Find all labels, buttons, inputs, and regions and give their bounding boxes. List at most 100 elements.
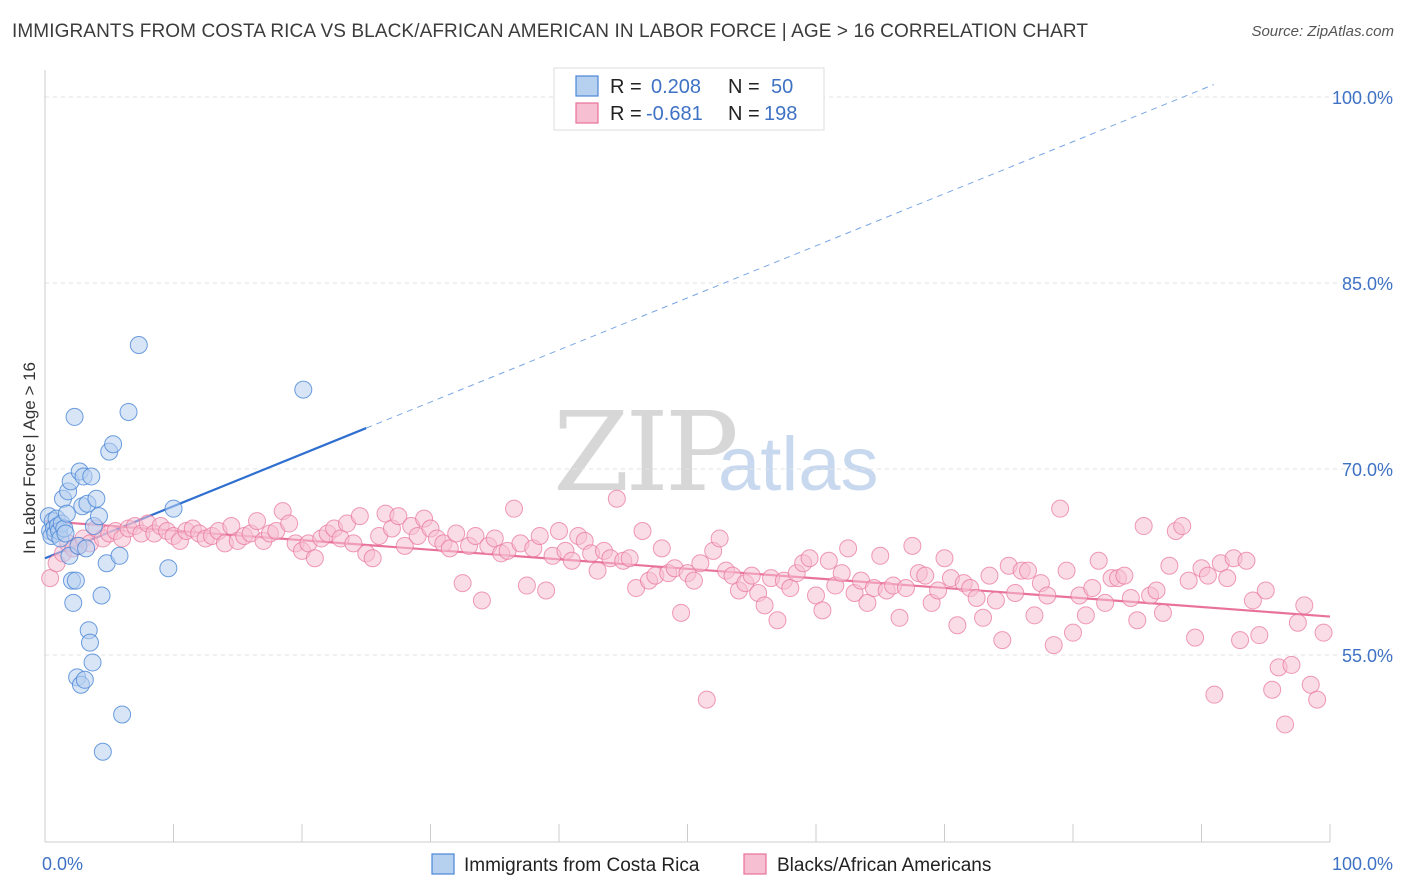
point-blacks [485,529,504,548]
point-blacks [1089,551,1108,570]
legend-r-value-1: 0.208 [651,76,701,98]
point-costa-rica [89,507,108,526]
trend-line-costa-rica-extension [366,84,1214,429]
point-costa-rica [65,407,84,426]
point-blacks [1263,680,1282,699]
point-costa-rica [110,546,129,565]
series-legend-label-blue: Immigrants from Costa Rica [464,855,700,876]
point-blacks [1301,675,1320,694]
series-legend-swatch-blue [431,853,455,875]
point-costa-rica [56,524,75,543]
point-blacks [871,546,890,565]
point-blacks [1083,579,1102,598]
point-blacks [1160,556,1179,575]
point-blacks [1173,517,1192,536]
legend-swatch-pink [575,102,599,124]
point-blacks [652,539,671,558]
point-blacks [1006,584,1025,602]
point-blacks [1205,685,1224,704]
y-tick-label: 100.0% [1332,88,1393,108]
series-legend-label-pink: Blacks/African Americans [777,855,991,876]
point-blacks [1250,626,1269,645]
point-blacks [517,576,536,595]
point-blacks [697,690,716,709]
point-blacks [1025,606,1044,625]
y-tick-label: 70.0% [1342,460,1393,480]
legend-r-label-2: R = [610,103,642,125]
legend-r-label-1: R = [610,76,642,98]
series-legend: Immigrants from Costa Rica Blacks/Africa… [431,853,991,876]
point-blacks [1243,591,1262,610]
point-blacks [550,522,568,540]
point-blacks [691,554,710,573]
point-costa-rica [87,489,106,508]
point-blacks [537,581,556,600]
point-blacks [1295,596,1314,615]
point-blacks [672,603,691,622]
point-blacks [344,534,363,553]
point-costa-rica [82,467,101,486]
point-blacks [1076,606,1095,625]
point-blacks [1237,551,1256,570]
point-blacks [1044,636,1063,655]
point-costa-rica [113,705,132,724]
axes [44,70,1331,843]
point-blacks [562,551,581,570]
point-blacks [858,593,877,612]
point-blacks [1115,566,1134,585]
point-blacks [967,588,986,607]
point-blacks [305,549,324,568]
point-costa-rica [64,593,83,612]
legend-n-value-2: 198 [764,103,797,125]
point-costa-rica [80,633,99,652]
point-blacks [633,522,652,540]
stats-legend: R = 0.208 N = 50 R = -0.681 N = 198 [553,67,825,131]
point-blacks [832,564,851,583]
point-blacks [1256,581,1275,600]
legend-n-label-1: N = [728,76,760,98]
point-blacks [1198,566,1217,585]
point-blacks [1231,631,1250,650]
point-blacks [1147,581,1166,600]
point-blacks [222,517,241,536]
point-blacks [710,529,729,548]
point-blacks [1276,715,1295,734]
point-blacks [1186,628,1205,647]
point-blacks [993,631,1012,650]
series-legend-swatch-pink [743,853,767,875]
series-blacks-points [41,489,1333,734]
point-blacks [1019,561,1038,580]
point-blacks [1057,561,1076,580]
point-blacks [447,524,466,543]
point-costa-rica [119,402,138,421]
y-axis-label: In Labor Force | Age > 16 [20,362,39,554]
y-tick-label: 85.0% [1342,274,1393,294]
point-blacks [1121,588,1140,607]
legend-r-value-2: -0.681 [646,103,703,125]
point-blacks [890,608,909,627]
point-blacks [607,489,626,508]
point-blacks [1288,613,1307,632]
point-blacks [1179,571,1198,590]
point-costa-rica [294,380,313,399]
point-blacks [41,569,60,588]
point-blacks [620,549,639,568]
point-blacks [781,579,800,598]
y-tick-label: 55.0% [1342,646,1393,666]
point-blacks [363,549,382,568]
point-blacks [1218,569,1237,588]
legend-n-label-2: N = [728,103,760,125]
point-blacks [280,514,299,533]
point-blacks [948,616,967,635]
point-blacks [807,586,825,605]
watermark-atlas: atlas [718,422,879,507]
point-blacks [839,539,858,558]
point-blacks [1308,690,1327,709]
point-blacks [389,507,408,526]
point-blacks [1128,611,1147,630]
point-blacks [1038,586,1057,605]
point-costa-rica [66,571,85,590]
point-blacks [453,574,472,593]
point-costa-rica [129,336,148,354]
